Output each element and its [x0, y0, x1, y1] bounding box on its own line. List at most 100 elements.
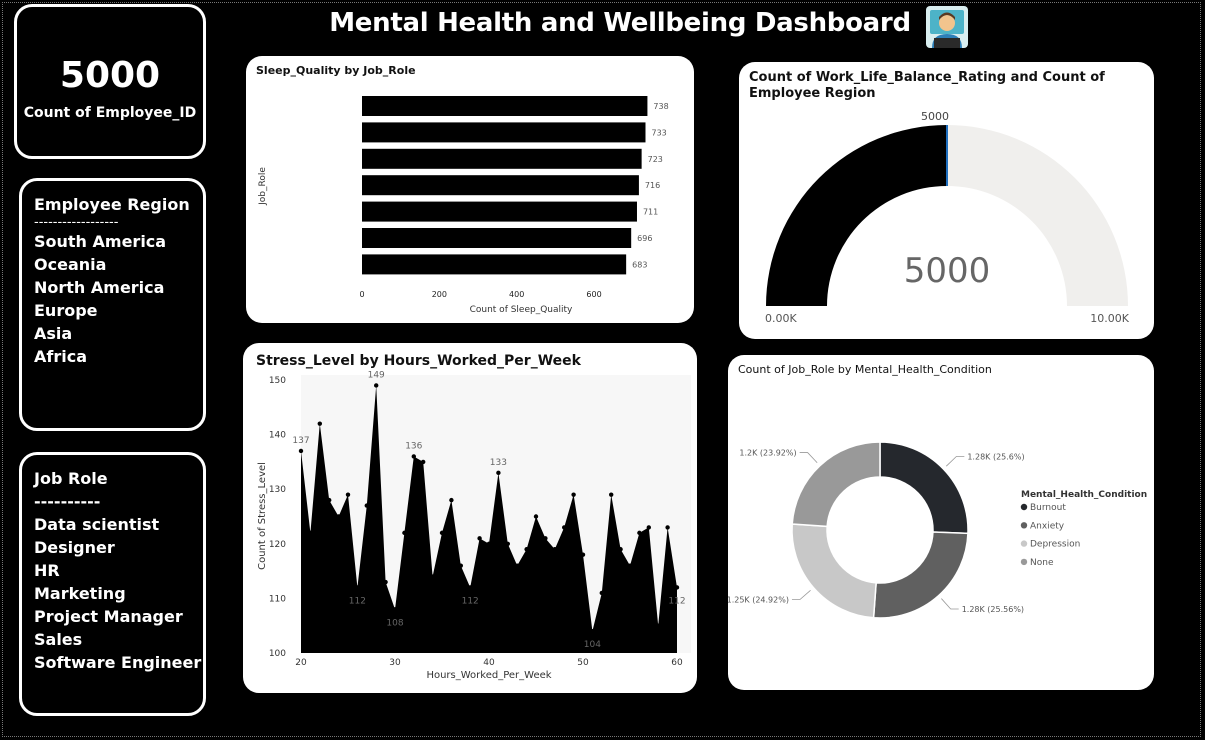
donut-leader-line	[799, 452, 818, 464]
area-point	[637, 530, 642, 536]
area-data-label: 149	[368, 370, 385, 380]
area-point	[458, 563, 463, 568]
area-data-label: 112	[668, 596, 685, 606]
y-tick-label: 110	[269, 594, 286, 604]
area-point	[646, 525, 651, 530]
area-point	[374, 383, 379, 388]
x-tick-label: 40	[483, 658, 495, 668]
work-life-gauge-card[interactable]: Count of Work_Life_Balance_Rating and Co…	[739, 62, 1154, 339]
area-point	[430, 574, 435, 579]
area-point	[327, 497, 332, 503]
region-item[interactable]: Africa	[34, 347, 87, 366]
bar	[362, 148, 642, 169]
dashboard-title: Mental Health and Wellbeing Dashboard	[329, 8, 911, 38]
donut-data-label: 1.28K (25.6%)	[967, 452, 1024, 461]
legend-label: Anxiety	[1030, 521, 1065, 531]
job-role-item[interactable]: Software Engineer	[34, 653, 202, 672]
job-role-item[interactable]: Designer	[34, 538, 115, 557]
mental-health-donut-chart: 1.28K (25.6%) 1.28K (25.56%) 1.25K (24.92%…	[728, 441, 1147, 619]
donut-leader-line	[945, 456, 965, 467]
mental-health-donut-card[interactable]: Count of Job_Role by Mental_Health_Condi…	[728, 355, 1154, 690]
legend-marker	[1020, 558, 1028, 566]
area-point	[355, 585, 360, 590]
region-item[interactable]: Oceania	[34, 255, 107, 274]
gauge-value-label: 5000	[904, 251, 991, 291]
donut-data-label: 1.2K (23.92%)	[739, 449, 796, 458]
donut-slice	[791, 523, 877, 619]
job-role-item[interactable]: Sales	[34, 630, 83, 649]
area-point	[552, 547, 557, 552]
bar	[362, 228, 632, 248]
bar-data-label: 696	[637, 234, 652, 243]
donut-title: Count of Job_Role by Mental_Health_Condi…	[738, 363, 992, 376]
stress-level-area-chart: 100 110 120 130 140 150 20 30 40 50 60 137 112 149 108…	[257, 370, 691, 681]
job-role-item[interactable]: Data scientist	[34, 515, 160, 534]
x-axis-label: Hours_Worked_Per_Week	[426, 670, 551, 681]
area-point	[656, 623, 661, 628]
job-role-item[interactable]: HR	[34, 561, 60, 580]
region-heading: Employee Region	[34, 195, 190, 214]
bar-data-label: 723	[648, 155, 663, 164]
area-data-label: 112	[462, 596, 479, 606]
stress-level-card[interactable]: Stress_Level by Hours_Worked_Per_Week 10…	[243, 343, 697, 693]
job-role-item[interactable]: Project Manager	[34, 607, 183, 626]
legend-marker	[1020, 522, 1028, 529]
bar-chart-title: Sleep_Quality by Job_Role	[256, 64, 416, 77]
bar	[362, 96, 648, 116]
area-point	[627, 563, 633, 568]
legend-marker	[1020, 503, 1028, 511]
sleep-quality-card[interactable]: Sleep_Quality by Job_Role 738 733 723 716 71…	[246, 56, 694, 323]
region-separator: ------------------	[34, 215, 119, 230]
donut-leader-line	[791, 590, 811, 600]
x-tick-label: 600	[586, 290, 601, 299]
area-point	[439, 530, 445, 536]
x-axis-label: Count of Sleep_Quality	[470, 305, 573, 315]
bar-data-label: 711	[643, 208, 658, 217]
area-data-label: 137	[292, 436, 309, 446]
gauge-title: Count of Work_Life_Balance_Rating and Co…	[749, 70, 1105, 101]
area-point	[618, 547, 623, 552]
x-tick-label: 60	[671, 658, 683, 668]
donut-slice	[791, 441, 881, 528]
x-tick-label: 200	[432, 290, 447, 299]
job-role-slicer[interactable]: Job Role ---------- Data scientist Desig…	[19, 452, 206, 716]
bar	[362, 122, 646, 143]
area-point	[543, 536, 548, 541]
area-point	[505, 541, 510, 546]
area-data-label: 112	[349, 596, 366, 606]
region-item[interactable]: Europe	[34, 301, 98, 320]
area-point	[449, 497, 454, 503]
y-axis-label: Count of Stress_Level	[257, 462, 268, 570]
region-list: Employee Region ------------------ South…	[34, 193, 190, 368]
donut-data-label: 1.25K (24.92%)	[728, 595, 789, 604]
x-tick-label: 50	[577, 658, 589, 668]
legend-label: Depression	[1030, 540, 1080, 550]
gauge-min-label: 0.00K	[765, 312, 797, 325]
area-point	[580, 552, 586, 557]
area-point	[674, 585, 680, 590]
area-data-label: 104	[584, 640, 601, 650]
sleep-quality-bar-chart: 738 733 723 716 711 696 683 0 200 400 600 Count of …	[258, 96, 669, 315]
area-data-label: 133	[490, 458, 507, 468]
y-tick-label: 140	[269, 431, 286, 441]
y-axis-label: Job_Role	[258, 167, 268, 206]
area-point	[665, 525, 670, 530]
area-data-label: 108	[386, 618, 403, 628]
region-slicer[interactable]: Employee Region ------------------ South…	[19, 178, 206, 431]
area-point	[402, 530, 407, 536]
y-tick-label: 120	[269, 540, 286, 550]
job-role-item[interactable]: Marketing	[34, 584, 126, 603]
area-point	[345, 492, 351, 497]
region-item[interactable]: South America	[34, 232, 167, 251]
kpi-label: Count of Employee_ID	[23, 105, 197, 121]
y-tick-label: 100	[269, 649, 286, 659]
x-tick-label: 20	[295, 658, 307, 668]
area-point	[590, 628, 595, 634]
area-point	[515, 563, 520, 568]
area-data-label: 136	[405, 441, 422, 451]
bar-data-label: 683	[632, 260, 647, 269]
region-item[interactable]: North America	[34, 278, 165, 297]
area-point	[364, 503, 369, 508]
area-point	[609, 492, 614, 497]
region-item[interactable]: Asia	[34, 324, 73, 343]
